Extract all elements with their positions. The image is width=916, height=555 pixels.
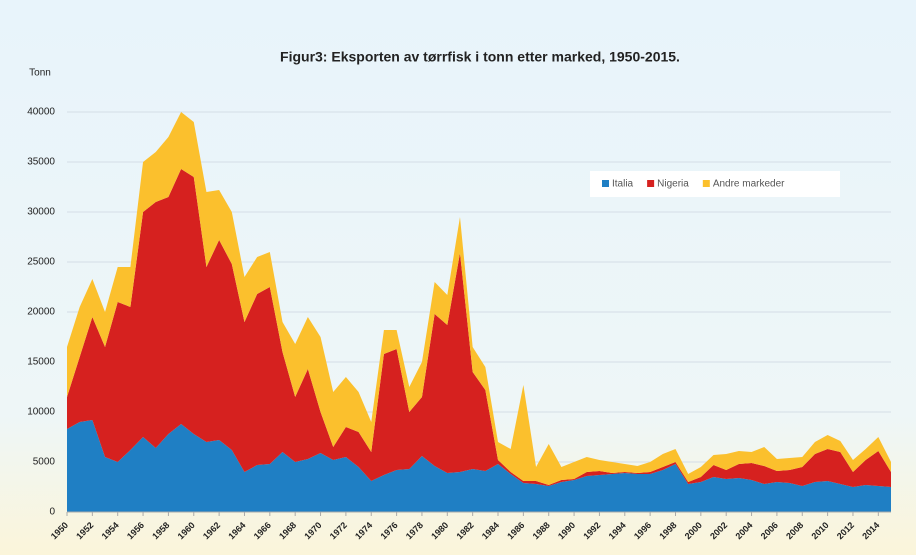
y-tick-label: 20000 — [27, 307, 55, 318]
legend-swatch — [602, 180, 609, 187]
y-axis-label: Tonn — [29, 68, 51, 79]
area — [67, 420, 891, 512]
chart-title: Figur3: Eksporten av tørrfisk i tonn ett… — [280, 49, 680, 65]
y-tick-label: 5000 — [33, 457, 56, 468]
y-tick-label: 0 — [49, 507, 55, 518]
area — [67, 169, 891, 487]
y-tick-label: 15000 — [27, 357, 55, 368]
legend-label: Nigeria — [657, 179, 689, 190]
y-tick-label: 30000 — [27, 207, 55, 218]
legend-swatch — [647, 180, 655, 187]
legend-label: Andre markeder — [713, 179, 785, 190]
legend-label: Italia — [612, 179, 634, 190]
legend-swatch — [702, 180, 710, 187]
y-tick-label: 25000 — [27, 257, 55, 268]
legend — [590, 171, 840, 197]
y-tick-label: 10000 — [27, 407, 55, 418]
y-tick-label: 35000 — [27, 157, 55, 168]
y-tick-label: 40000 — [27, 107, 55, 118]
